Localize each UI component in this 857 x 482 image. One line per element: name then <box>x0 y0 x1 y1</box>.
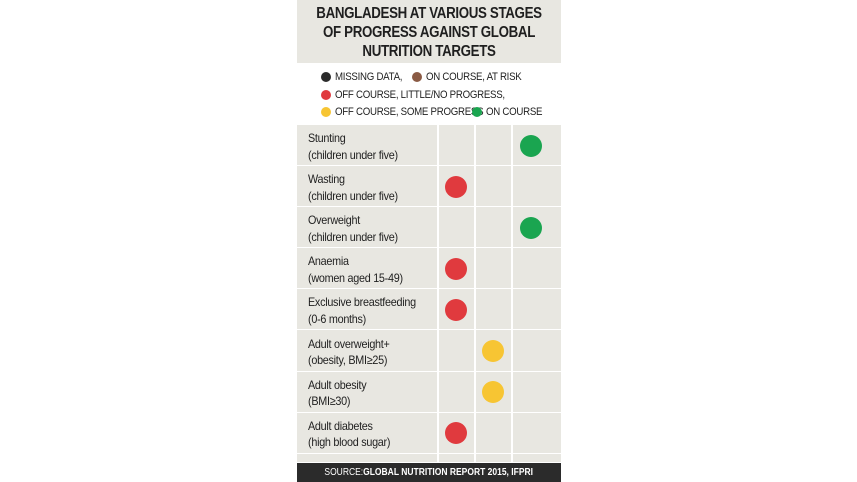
legend-dot-missing-data <box>321 72 331 82</box>
row-label-line1: Adult overweight+ <box>308 336 390 351</box>
legend-label: ON COURSE <box>486 106 543 118</box>
column-divider <box>511 125 513 462</box>
row-label: Adult diabetes (high blood sugar) <box>308 418 443 451</box>
legend-item-missing-data: MISSING DATA, <box>321 69 411 85</box>
status-dot-little <box>445 298 467 321</box>
row-label-line1: Anaemia <box>308 254 349 269</box>
row-label: Adult obesity (BMI≥30) <box>308 377 443 410</box>
title-line: OF PROGRESS AGAINST GLOBAL <box>322 24 535 41</box>
column-divider <box>474 125 476 462</box>
row-label-line2: (0-6 months) <box>308 311 366 326</box>
table-row: Anaemia (women aged 15-49) <box>297 248 561 290</box>
legend-label: OFF COURSE, SOME PROGRESS <box>335 106 484 118</box>
status-dot-on <box>520 216 542 239</box>
legend-item-on-course: ON COURSE <box>472 104 550 120</box>
legend-label: OFF COURSE, LITTLE/NO PROGRESS, <box>335 89 505 101</box>
legend-dot-off-course-some-progress <box>321 107 331 117</box>
row-label: Overweight (children under five) <box>308 212 443 245</box>
row-label: Anaemia (women aged 15-49) <box>308 253 443 286</box>
row-label-line2: (BMI≥30) <box>308 394 351 409</box>
row-label-line2: (obesity, BMI≥25) <box>308 353 388 367</box>
table-row: Adult obesity (BMI≥30) <box>297 372 561 413</box>
status-dot-on <box>520 134 542 157</box>
title-line: BANGLADESH AT VARIOUS STAGES <box>316 5 542 22</box>
legend-item-off-course-little-progress: OFF COURSE, LITTLE/NO PROGRESS, <box>321 87 528 103</box>
legend-dot-on-course-at-risk <box>412 72 422 82</box>
row-label-line1: Overweight <box>308 213 360 228</box>
row-label-line1: Stunting <box>308 131 346 145</box>
legend-item-on-course-at-risk: ON COURSE, AT RISK <box>412 69 535 85</box>
column-divider <box>437 125 439 462</box>
legend-item-off-course-some-progress: OFF COURSE, SOME PROGRESS <box>321 104 504 120</box>
row-label: Exclusive breastfeeding (0-6 months) <box>308 294 443 327</box>
row-label-line2: (women aged 15-49) <box>308 270 403 285</box>
row-label-line2: (high blood sugar) <box>308 435 391 450</box>
row-label: Wasting (children under five) <box>308 171 443 204</box>
source-prefix: SOURCE: <box>324 467 364 478</box>
chart-title: BANGLADESH AT VARIOUS STAGES OF PROGRESS… <box>297 0 561 63</box>
status-dot-some <box>482 340 504 363</box>
table-row: Wasting (children under five) <box>297 166 561 208</box>
row-label-line2: (children under five) <box>308 188 398 203</box>
legend-dot-off-course-little-progress <box>321 90 331 100</box>
legend-label: MISSING DATA, <box>335 71 403 83</box>
source-text: GLOBAL NUTRITION REPORT 2015, IFPRI <box>363 467 534 478</box>
row-label-line1: Wasting <box>308 172 345 187</box>
row-label-line1: Adult obesity <box>308 377 367 392</box>
row-label: Stunting (children under five) <box>308 130 443 163</box>
legend-label: ON COURSE, AT RISK <box>426 71 522 83</box>
status-dot-little <box>445 422 467 445</box>
table-row: Stunting (children under five) <box>297 125 561 167</box>
title-line: NUTRITION TARGETS <box>362 43 496 60</box>
table-row: Overweight (children under five) <box>297 207 561 249</box>
legend-dot-on-course <box>472 107 482 117</box>
status-dot-little <box>445 175 467 198</box>
row-label-line2: (children under five) <box>308 229 398 244</box>
row-label-line1: Exclusive breastfeeding <box>308 295 416 310</box>
infographic-card: BANGLADESH AT VARIOUS STAGES OF PROGRESS… <box>297 0 561 482</box>
legend: MISSING DATA, ON COURSE, AT RISK OFF COU… <box>297 63 561 125</box>
source-credit: SOURCE:GLOBAL NUTRITION REPORT 2015, IFP… <box>297 463 561 482</box>
table-row: Adult diabetes (high blood sugar) <box>297 413 561 454</box>
status-dot-some <box>482 381 504 404</box>
row-label: Adult overweight+ (obesity, BMI≥25) <box>308 336 443 369</box>
status-dot-little <box>445 257 467 280</box>
progress-grid: Adult diabetes (high blood sugar) Adult ob… <box>297 125 561 462</box>
table-row: Adult overweight+ (obesity, BMI≥25) <box>297 331 561 372</box>
row-label-line1: Adult diabetes <box>308 418 373 433</box>
table-row: Exclusive breastfeeding (0-6 months) <box>297 289 561 331</box>
row-label-line2: (children under five) <box>308 147 398 162</box>
